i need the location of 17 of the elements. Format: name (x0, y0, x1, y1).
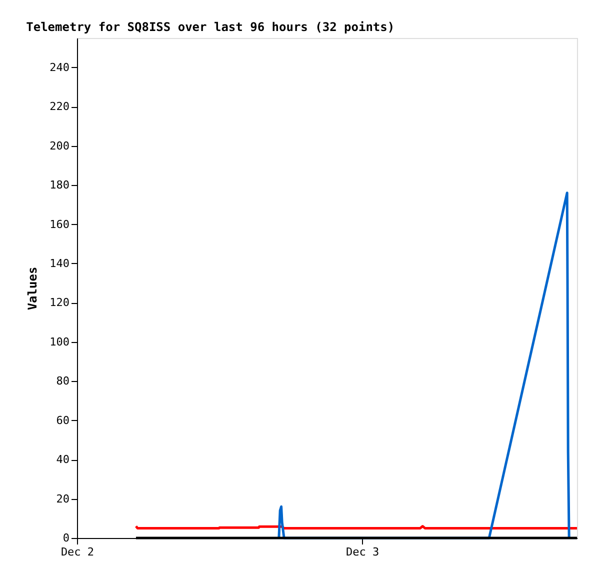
chart-title: Telemetry for SQ8ISS over last 96 hours (32 points) (26, 20, 395, 34)
y-tick-label: 100 (50, 335, 70, 348)
y-tick-label: 60 (56, 414, 70, 427)
y-tick-label: 240 (50, 60, 70, 74)
y-tick-label: 80 (56, 374, 70, 388)
x-tick-label: Dec 3 (346, 546, 380, 558)
y-tick-label: 180 (50, 178, 70, 192)
y-tick-label: 20 (56, 492, 70, 506)
x-tick-label: Dec 2 (60, 546, 94, 558)
y-tick-label: 200 (50, 139, 70, 152)
y-tick-label: 40 (56, 453, 70, 466)
y-tick-label: 120 (50, 296, 70, 310)
y-axis-title: Values (26, 266, 40, 310)
y-tick-label: 0 (62, 532, 70, 544)
y-tick-label: 140 (50, 256, 70, 270)
y-tick-label: 160 (50, 218, 70, 231)
y-tick-label: 220 (50, 100, 70, 114)
